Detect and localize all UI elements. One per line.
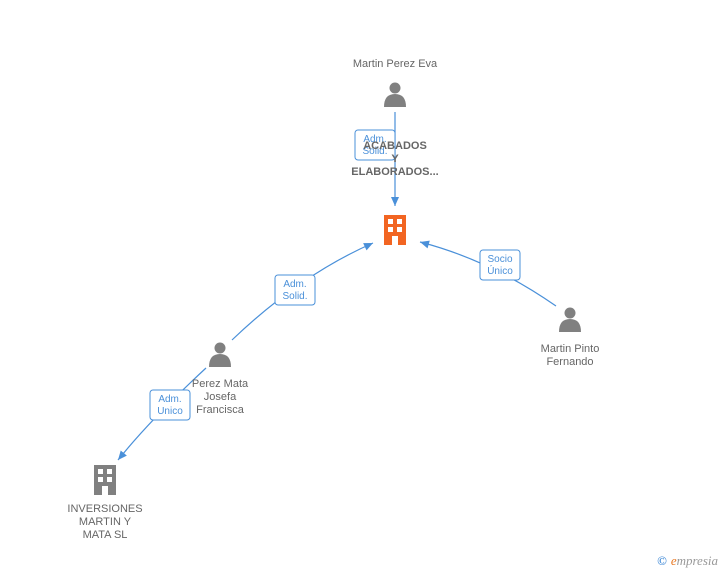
watermark: ©empresia [657,553,718,569]
edge-label-text: Adm. [158,394,181,405]
node-perez-mata: Perez MataJosefaFrancisca [192,343,249,417]
node-label: Y [391,153,399,165]
person-icon [559,308,581,333]
edge-arrow [115,451,127,463]
edge-label-text: Unico [157,406,183,417]
edge-label-text: Único [487,264,513,277]
edge-label-text: Socio [487,254,512,265]
node-label: Fernando [546,356,593,368]
node-label: Martin Perez Eva [353,58,438,70]
copyright-symbol: © [657,553,667,568]
building-icon [94,465,116,495]
node-martin-perez-eva: Martin Perez Eva [353,58,438,107]
brand-rest: mpresia [677,553,718,568]
node-label: Perez Mata [192,378,249,390]
node-label: Martin Pinto [541,343,600,355]
node-label: ACABADOS [363,140,427,152]
person-icon [209,343,231,368]
building-icon [384,215,406,245]
node-label: Francisca [196,404,245,416]
node-label: INVERSIONES [67,503,142,515]
node-label: MARTIN Y [79,516,132,528]
edge-label-text: Solid. [282,291,307,302]
edge-label-text: Adm. [283,279,306,290]
node-label: Josefa [204,391,237,403]
node-martin-pinto: Martin PintoFernando [541,308,600,369]
edge-arrow [363,239,375,250]
edge-arrow [419,238,430,248]
person-icon [384,83,406,108]
node-label: ELABORADOS... [351,166,438,178]
edge-arrow [391,197,399,206]
relationship-diagram: Adm.Solid.Adm.Solid.SocioÚnicoAdm.Unico … [0,0,728,575]
node-inversiones: INVERSIONESMARTIN YMATA SL [67,465,142,541]
node-label: MATA SL [83,529,128,541]
